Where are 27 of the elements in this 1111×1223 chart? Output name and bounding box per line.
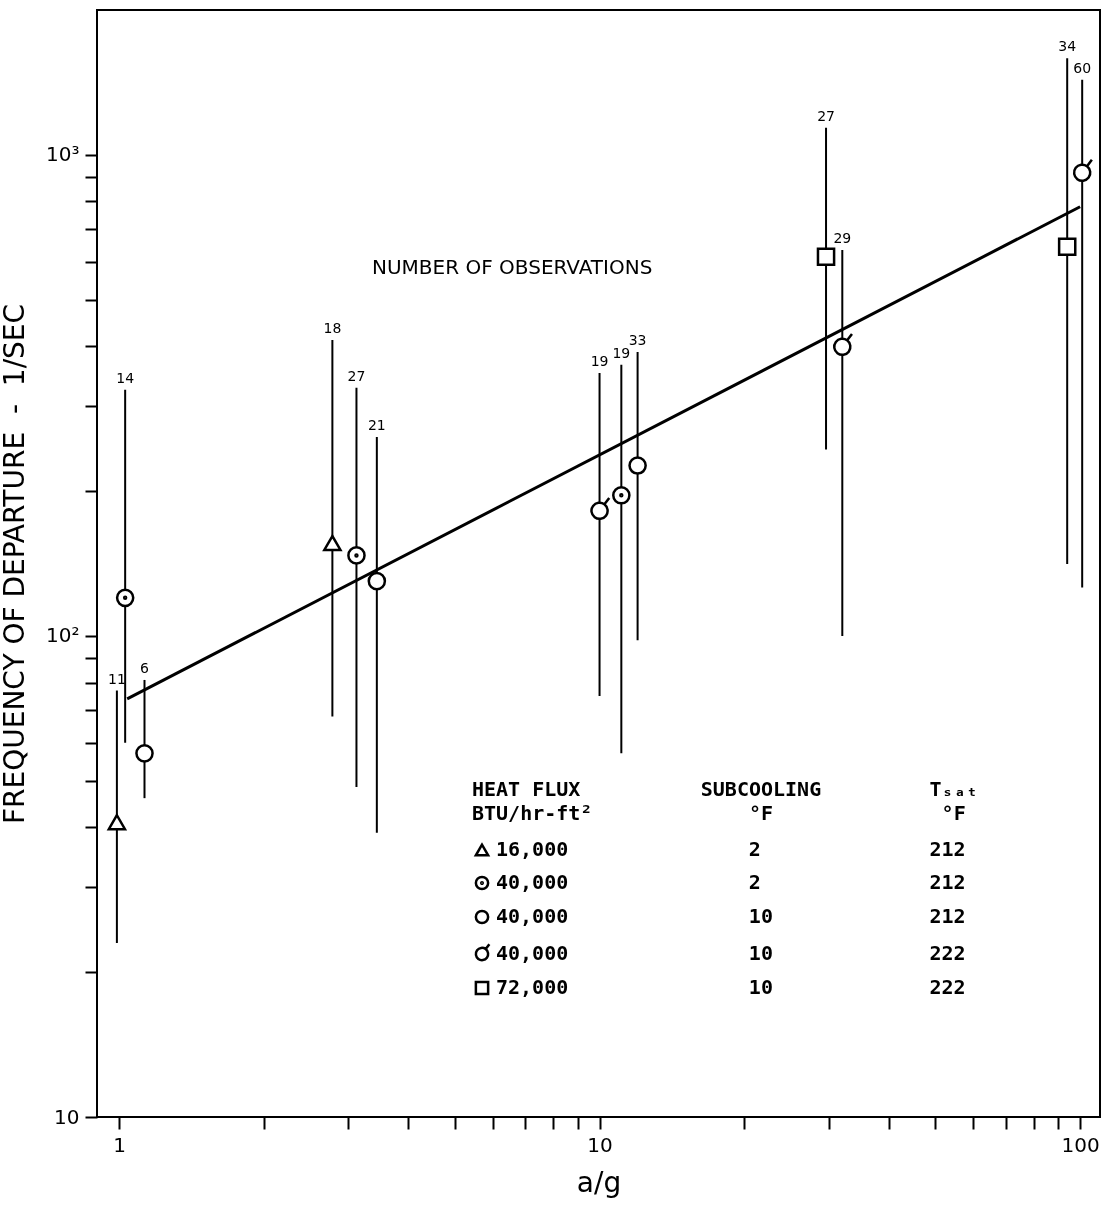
y-tick-label: 10²	[46, 623, 80, 648]
x-axis-title: a/g	[576, 1165, 622, 1199]
x-tick-label: 100	[1061, 1132, 1100, 1157]
legend-label: 16,000 2 212	[496, 837, 966, 861]
x-tick-label: 10	[587, 1132, 613, 1157]
annotation: NUMBER OF OBSERVATIONS	[372, 255, 653, 279]
legend-label: 40,000 2 212	[496, 870, 966, 894]
annotation: 14	[116, 369, 135, 386]
annotation: 19	[612, 344, 631, 361]
legend-label: 40,000 10 222	[496, 941, 966, 965]
annotation: 33	[628, 332, 647, 349]
x-tick-label: 1	[113, 1132, 126, 1157]
annotation: 27	[817, 107, 835, 124]
annotation: 34	[1058, 38, 1077, 55]
annotation: 60	[1073, 59, 1092, 76]
annotation: 19	[590, 352, 609, 369]
y-tick-label: 10	[54, 1104, 80, 1129]
y-tick-label: 10³	[46, 142, 80, 167]
annotation: 18	[323, 320, 342, 337]
annotation: 6	[140, 659, 150, 676]
annotation: 29	[833, 230, 852, 247]
legend-label: 72,000 10 222	[496, 975, 966, 999]
annotation: 27	[347, 367, 366, 384]
legend-title: HEAT FLUX SUBCOOLING Tₛₐₜ BTU/hr-ft² °F °F	[472, 777, 978, 825]
y-axis-title: FREQUENCY OF DEPARTURE - 1/SEC	[0, 303, 32, 825]
legend-label: 40,000 10 212	[496, 904, 966, 928]
annotation: 21	[367, 417, 386, 434]
